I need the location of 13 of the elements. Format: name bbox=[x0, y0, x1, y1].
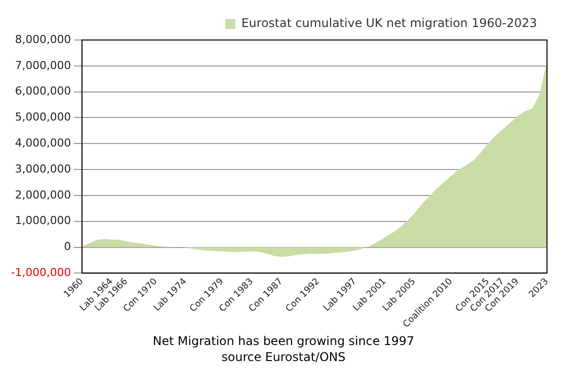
y-tick-label: 0 bbox=[64, 240, 71, 254]
y-tick-label: 6,000,000 bbox=[14, 84, 71, 98]
text: Net Migration has been growing since 1997 bbox=[152, 333, 416, 349]
y-tick-label: 4,000,000 bbox=[14, 136, 71, 150]
y-tick-label: 3,000,000 bbox=[14, 162, 71, 176]
y-tick-label: 5,000,000 bbox=[14, 110, 71, 124]
legend-label: Eurostat cumulative UK net migration 1960-2023 bbox=[241, 16, 538, 30]
y-tick-label: -1,000,000 bbox=[11, 266, 71, 280]
y-tick-label: 1,000,000 bbox=[14, 214, 71, 228]
y-tick-label: 7,000,000 bbox=[14, 58, 71, 72]
y-tick-label: 2,000,000 bbox=[14, 188, 71, 202]
source-note: source Eurostat/ONS bbox=[220, 349, 346, 365]
y-tick-label: 8,000,000 bbox=[14, 32, 71, 46]
